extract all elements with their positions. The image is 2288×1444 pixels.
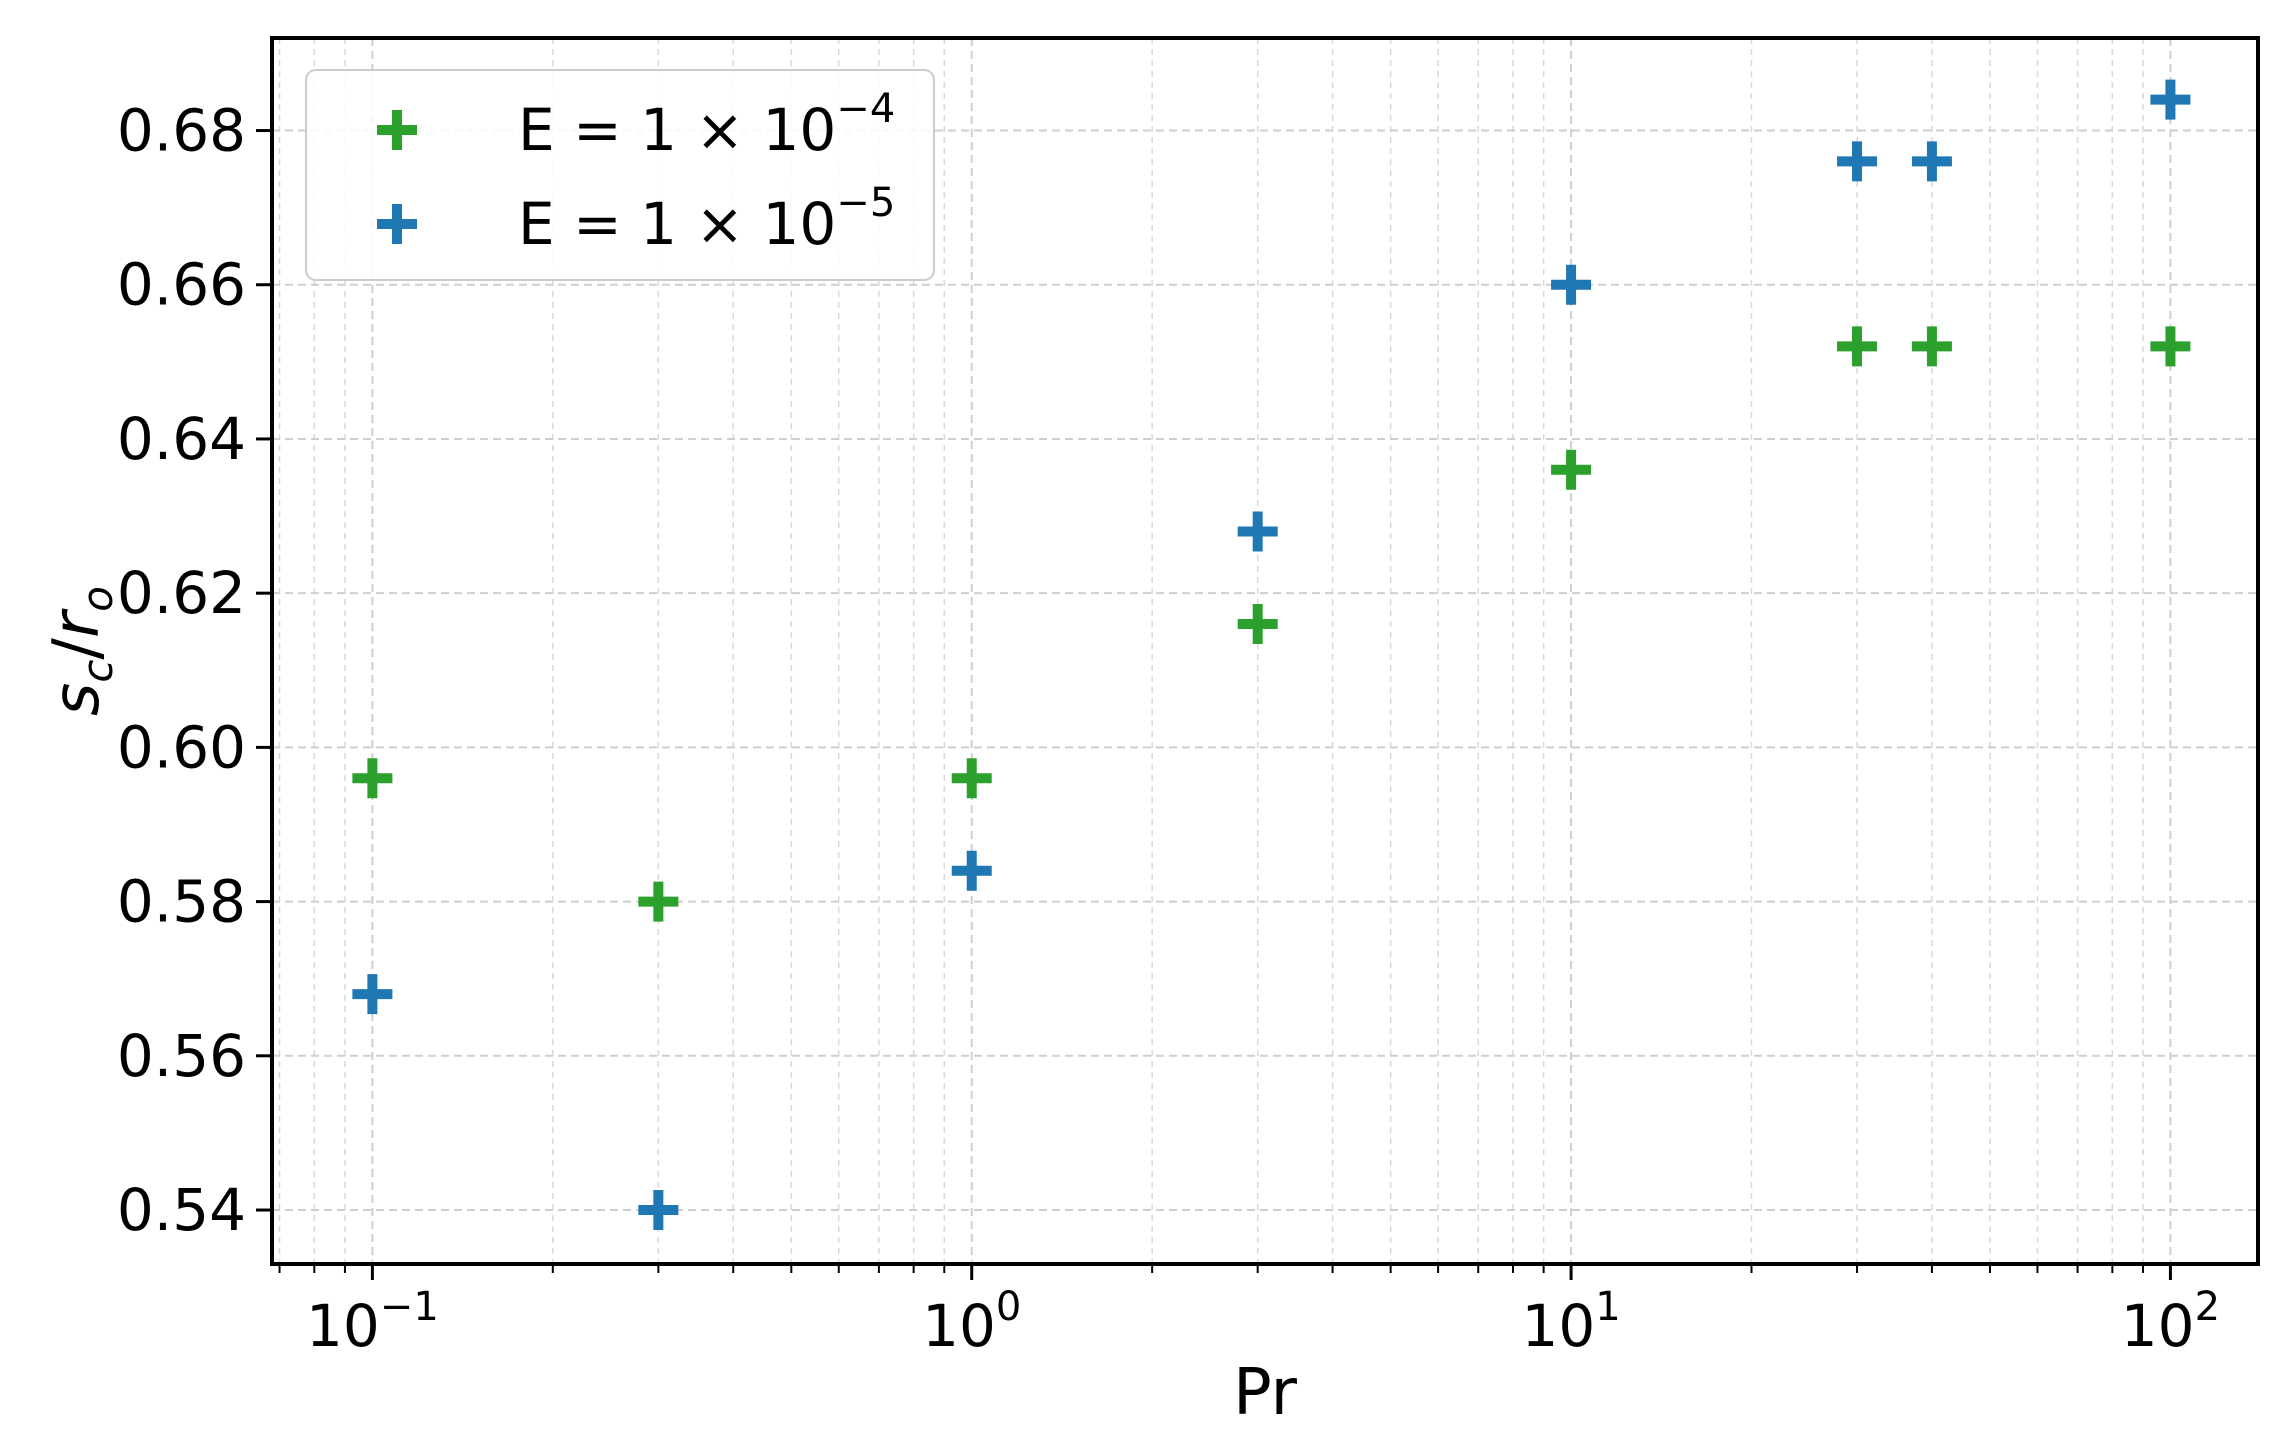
- data-point-series-1: [1837, 326, 1878, 367]
- x-tick-label: 10−1: [306, 1284, 439, 1360]
- x-tick-label: 100: [922, 1284, 1021, 1360]
- legend-marker-series-2: [377, 204, 417, 244]
- x-axis-label: Pr: [1233, 1356, 1297, 1430]
- data-point-series-2: [1911, 141, 1952, 182]
- plot-frame: [270, 36, 2260, 1266]
- legend: E = 1 × 10−4 E = 1 × 10−5: [305, 69, 935, 281]
- legend-label-series-1: E = 1 × 10−4: [518, 86, 895, 164]
- legend-frame: [305, 69, 935, 281]
- x-tick-label: 102: [2121, 1284, 2220, 1360]
- y-tick-label: 0.56: [117, 1022, 246, 1090]
- data-point-series-1: [951, 758, 992, 799]
- axis-ticks: 10−1 100 101 102 0.54 0.56 0.58 0.60 0.62 0.64 0.6…: [117, 97, 2220, 1360]
- y-tick-label: 0.68: [117, 97, 246, 165]
- data-point-series-2: [352, 974, 393, 1015]
- y-tick-label: 0.54: [117, 1176, 246, 1244]
- data-point-series-2: [2150, 79, 2191, 120]
- legend-label-series-2: E = 1 × 10−5: [518, 180, 895, 258]
- y-tick-label: 0.62: [117, 559, 246, 627]
- data-point-series-1: [638, 881, 679, 922]
- data-point-series-1: [2150, 326, 2191, 367]
- y-tick-label: 0.66: [117, 251, 246, 319]
- x-tick-label: 101: [1521, 1284, 1620, 1360]
- y-tick-label: 0.60: [117, 713, 246, 781]
- data-markers: [352, 79, 2191, 1231]
- data-point-series-2: [951, 850, 992, 891]
- legend-marker-series-1: [377, 110, 417, 150]
- y-tick-label: 0.58: [117, 868, 246, 936]
- data-point-series-2: [1237, 511, 1278, 552]
- data-point-series-2: [638, 1190, 679, 1231]
- data-point-series-1: [352, 758, 393, 799]
- y-axis-label: sc/ro: [40, 586, 122, 716]
- data-point-series-1: [1237, 604, 1278, 645]
- data-point-series-2: [1837, 141, 1878, 182]
- data-point-series-1: [1551, 449, 1592, 490]
- data-point-series-2: [1551, 264, 1592, 305]
- y-tick-label: 0.64: [117, 405, 246, 473]
- data-point-series-1: [1911, 326, 1952, 367]
